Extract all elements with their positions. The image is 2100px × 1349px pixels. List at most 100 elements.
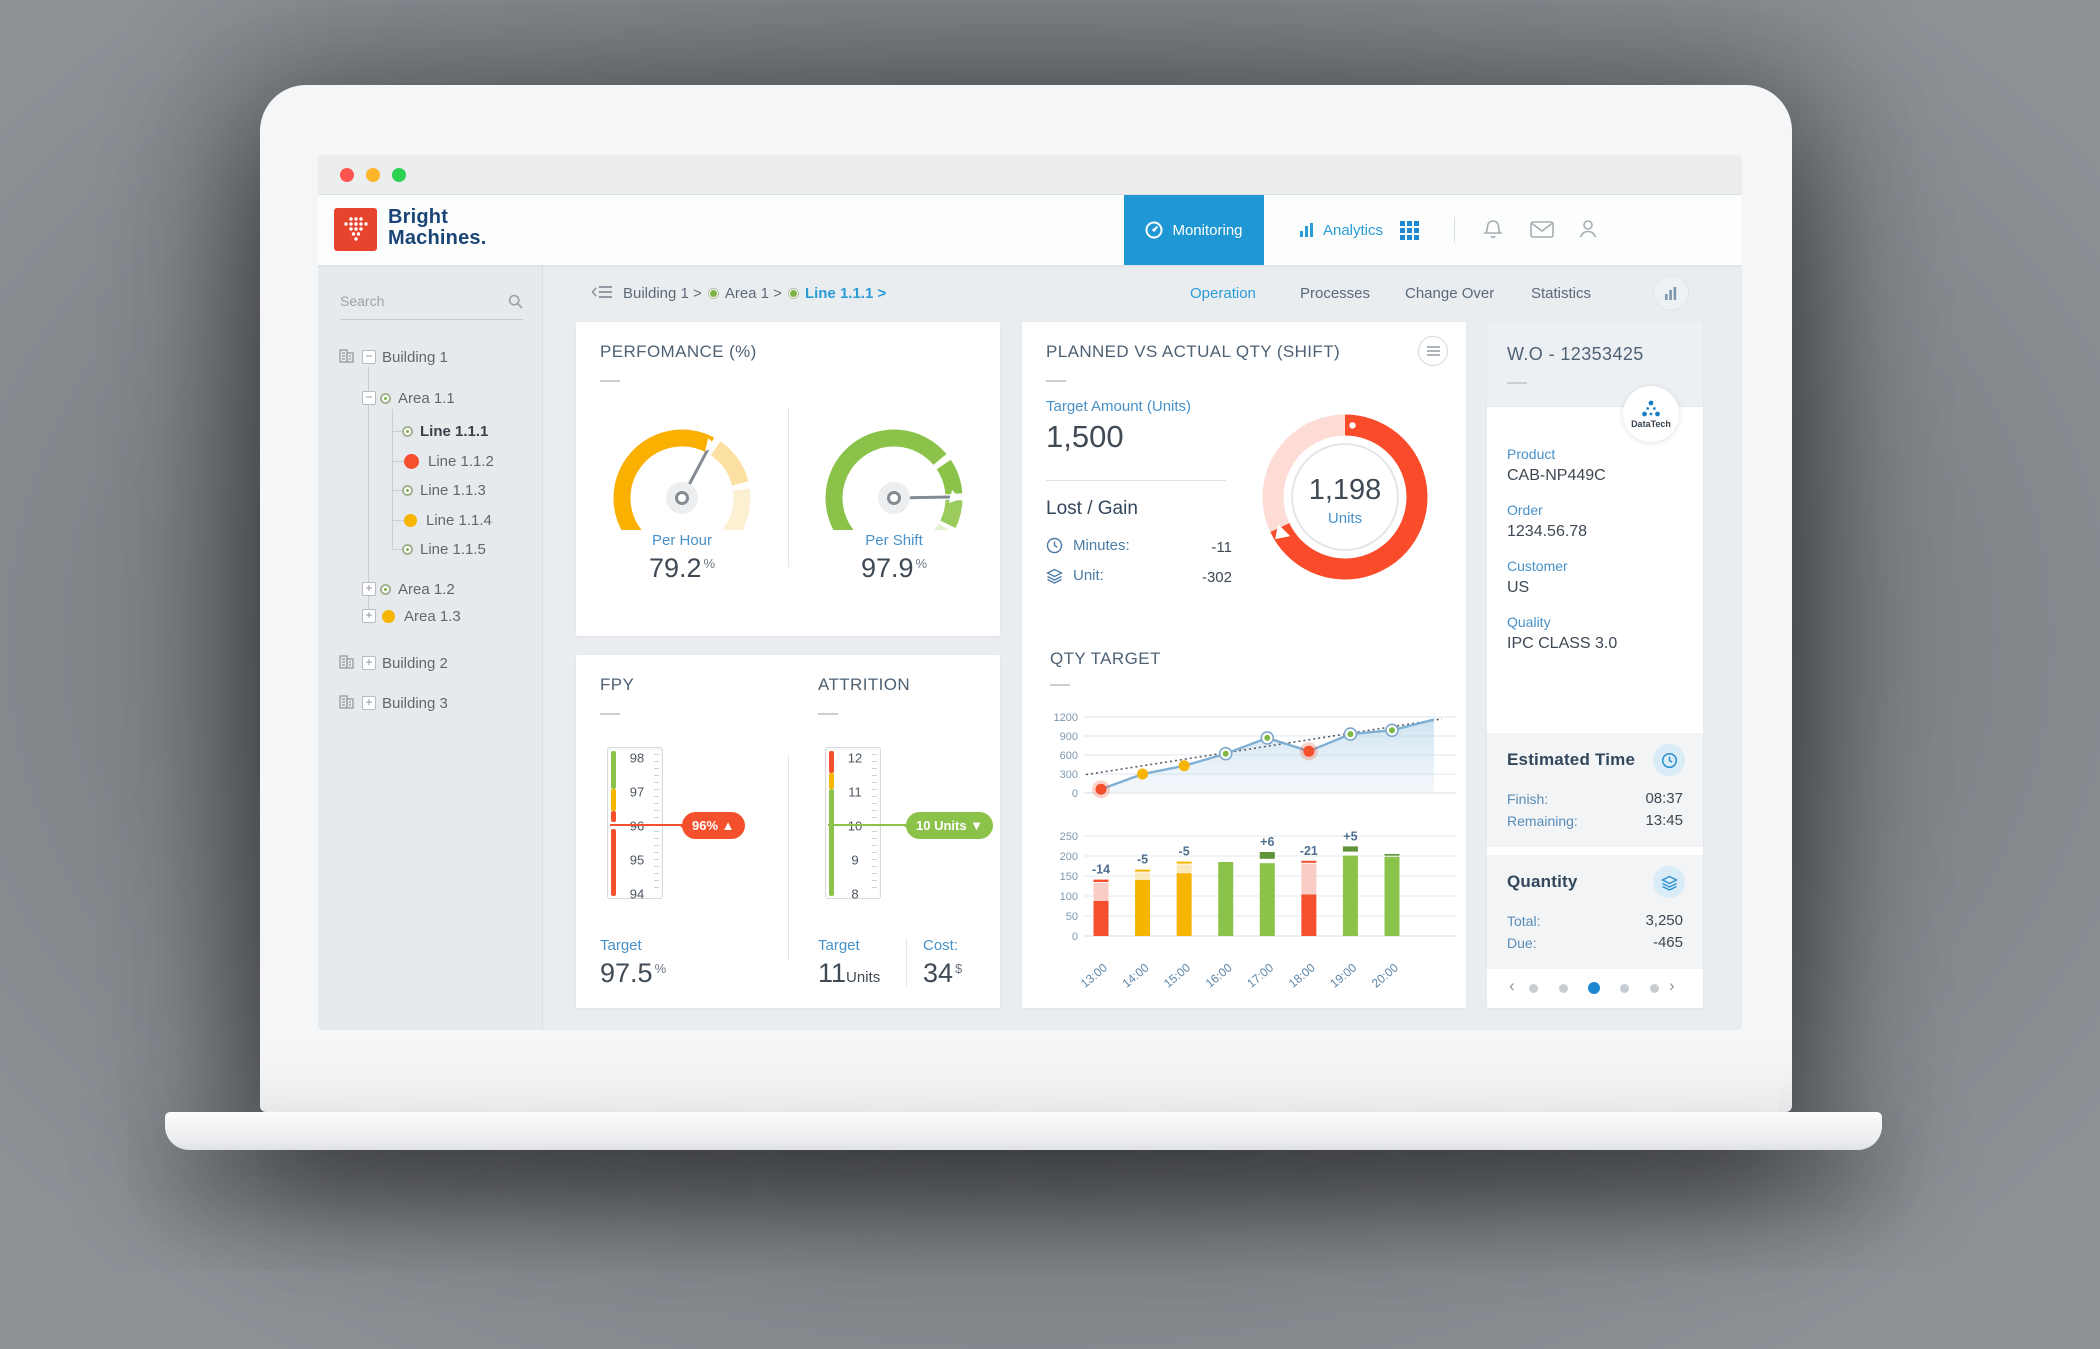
sidebar-item-line-1-1-3[interactable]: Line 1.1.3 [404, 479, 486, 501]
svg-text:13:00: 13:00 [1078, 960, 1110, 990]
maximize-window-icon[interactable] [392, 168, 406, 182]
tab-change-over[interactable]: Change Over [1405, 285, 1495, 302]
scale-tick-label: 9 [851, 852, 859, 868]
pagination-dot[interactable] [1620, 984, 1629, 993]
expand-node-icon[interactable]: + [362, 609, 376, 623]
tree-label: Building 3 [382, 694, 448, 712]
product-value: CAB-NP449C [1507, 467, 1606, 484]
performance-card: PERFOMANCE (%) Per Hour 79.2% Per Shift … [576, 322, 1000, 636]
pagination-prev-icon[interactable]: ‹ [1509, 976, 1515, 995]
tree-connector [392, 490, 404, 491]
attrition-target-value: 11 [818, 958, 847, 988]
sidebar-item-line-1-1-1[interactable]: Line 1.1.1 [404, 420, 488, 442]
chart-view-icon[interactable] [1653, 275, 1689, 311]
screen: Bright Machines. Monitoring Analytics [318, 155, 1742, 1030]
sidebar-item-building-1[interactable]: − Building 1 [338, 346, 448, 368]
per-hour-gauge: Per Hour 79.2% [576, 402, 788, 584]
expand-node-icon[interactable]: + [362, 696, 376, 710]
actual-qty-value: 1,198 [1308, 474, 1382, 506]
status-dot-green [404, 427, 411, 435]
gauge-chart [825, 429, 963, 530]
close-window-icon[interactable] [340, 168, 354, 182]
sidebar-item-area-1-2[interactable]: + Area 1.2 [362, 578, 455, 600]
scale-tick-label: 97 [629, 784, 645, 800]
nav-analytics[interactable]: Analytics [1286, 195, 1396, 265]
performance-title: PERFOMANCE (%) [600, 342, 757, 361]
fpy-current-badge[interactable]: 96% ▲ [680, 812, 745, 839]
sidebar-item-area-1-3[interactable]: + Area 1.3 [362, 605, 461, 627]
scale-tick-label: 94 [629, 886, 645, 902]
donut-chart [1262, 414, 1428, 580]
tree-connector [392, 409, 393, 549]
status-dot-green [382, 585, 389, 593]
messages-mail-icon[interactable] [1529, 217, 1555, 243]
search-icon[interactable] [508, 294, 523, 314]
scale-zone-yellow [611, 789, 616, 811]
customer-logo-badge: DataTech [1623, 386, 1679, 442]
scale-zone-red [829, 751, 834, 773]
pagination-next-icon[interactable]: › [1669, 976, 1675, 995]
per-shift-label: Per Shift [865, 532, 923, 549]
sidebar-item-building-2[interactable]: + Building 2 [338, 652, 448, 674]
svg-text:250: 250 [1060, 831, 1078, 843]
search-input[interactable] [340, 293, 500, 309]
tab-processes[interactable]: Processes [1300, 285, 1371, 302]
tree-connector [392, 461, 404, 462]
fpy-title: FPY [600, 675, 635, 694]
tab-statistics[interactable]: Statistics [1531, 285, 1592, 302]
breadcrumb: Building 1 > Area 1 > Line 1.1.1 > [623, 285, 886, 302]
svg-text:1200: 1200 [1054, 712, 1078, 724]
nav-monitoring[interactable]: Monitoring [1124, 195, 1264, 265]
sidebar-item-line-1-1-5[interactable]: Line 1.1.5 [404, 538, 486, 560]
work-order-title: W.O - 12353425 [1507, 344, 1644, 364]
sidebar-item-area-1-1[interactable]: − Area 1.1 [362, 387, 455, 409]
user-profile-icon[interactable] [1576, 217, 1602, 243]
bar-chart-icon [1299, 223, 1313, 237]
breadcrumb-area[interactable]: Area 1 > [724, 285, 782, 302]
quantity-title: Quantity [1507, 872, 1578, 891]
unit-label: Unit: [1073, 567, 1104, 584]
svg-text:16:00: 16:00 [1203, 960, 1235, 990]
attrition-target-unit: Units [846, 969, 881, 986]
quality-label: Quality [1507, 614, 1551, 630]
laptop-frame: Bright Machines. Monitoring Analytics [260, 85, 1792, 1112]
cost-divider [906, 938, 907, 986]
unit-value: -302 [1201, 569, 1232, 586]
svg-text:-14: -14 [1092, 863, 1110, 877]
pagination-dot[interactable] [1529, 984, 1538, 993]
svg-text:17:00: 17:00 [1244, 960, 1276, 990]
work-order-header: W.O - 12353425 [1487, 322, 1703, 407]
attrition-current-badge[interactable]: 10 Units ▼ [903, 812, 994, 839]
sidebar-item-line-1-1-2[interactable]: Line 1.1.2 [404, 450, 494, 472]
target-amount-value: 1,500 [1046, 419, 1124, 454]
tab-operation[interactable]: Operation [1190, 285, 1256, 302]
pagination-dot-active[interactable] [1588, 982, 1600, 994]
pagination-dot[interactable] [1650, 984, 1659, 993]
minimize-window-icon[interactable] [366, 168, 380, 182]
per-hour-value: 79.2 [648, 553, 702, 583]
qty-target-line-chart: 0 300 600 900 1200 [1054, 712, 1456, 800]
svg-text:100: 100 [1060, 891, 1078, 903]
apps-grid-icon[interactable] [1400, 221, 1419, 240]
expand-node-icon[interactable]: + [362, 656, 376, 670]
cost-unit: $ [955, 961, 963, 976]
status-dot-green [404, 486, 411, 494]
status-dot-green [404, 545, 411, 553]
sidebar-item-building-3[interactable]: + Building 3 [338, 692, 448, 714]
svg-text:15:00: 15:00 [1161, 960, 1193, 990]
expand-node-icon[interactable]: + [362, 582, 376, 596]
card-menu-icon[interactable] [1418, 336, 1448, 366]
collapse-node-icon[interactable]: − [362, 391, 376, 405]
breadcrumb-building[interactable]: Building 1 > [623, 285, 702, 302]
breadcrumb-line[interactable]: Line 1.1.1 > [804, 285, 887, 302]
svg-text:18:00: 18:00 [1286, 960, 1318, 990]
collapse-node-icon[interactable]: − [362, 350, 376, 364]
collapse-sidebar-icon[interactable] [591, 283, 613, 306]
clock-icon [1046, 537, 1063, 554]
sidebar-item-line-1-1-4[interactable]: Line 1.1.4 [404, 509, 492, 531]
per-hour-unit: % [703, 556, 716, 571]
notifications-bell-icon[interactable] [1481, 217, 1507, 243]
pagination-dot[interactable] [1559, 984, 1568, 993]
scale-tick-label: 95 [629, 852, 645, 868]
product-label: Product [1507, 446, 1556, 462]
